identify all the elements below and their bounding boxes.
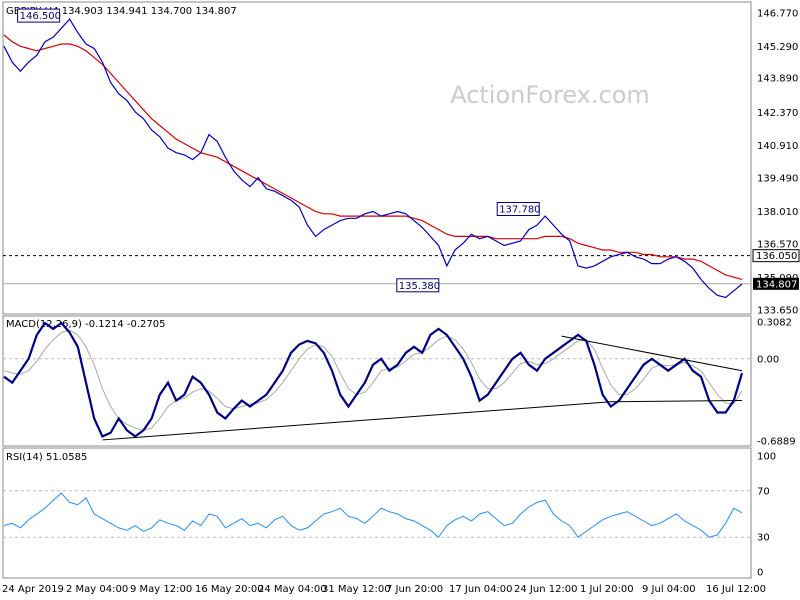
macd-line (3, 321, 744, 438)
macd-y-axis: 0.3082 0.00 -0.6889 (757, 318, 796, 448)
swing-low-annotation: 135.380 (396, 278, 440, 293)
price-title: GBPJPY,H4 134.903 134.941 134.700 134.80… (6, 6, 237, 17)
annotation-text: 137.780 (499, 205, 540, 216)
price-tick-label: 133.650 (757, 306, 798, 317)
x-tick-label: 1 Jul 20:00 (580, 584, 634, 595)
price-panel (2, 1, 752, 315)
annotation-text: 135.380 (399, 281, 440, 292)
current-price-badge-text: 134.807 (756, 279, 797, 290)
macd-support-trendline (610, 400, 743, 403)
rsi-tick-label: 30 (757, 533, 770, 544)
price-tick-label: 142.370 (757, 108, 798, 119)
annotation-box (496, 202, 540, 216)
x-tick-label: 17 Jun 04:00 (449, 584, 513, 595)
price-tick-label: 145.290 (757, 42, 798, 53)
price-line (3, 18, 743, 299)
level-badge: 136.050 (752, 249, 800, 263)
price-tick-label: 143.890 (757, 74, 798, 85)
rsi-line (3, 492, 743, 538)
macd-signal-line (3, 329, 743, 431)
macd-title: MACD(12,26,9) -0.1214 -0.2705 (6, 319, 166, 330)
x-tick-label: 24 May 04:00 (258, 584, 327, 595)
x-tick-label: 24 Jun 12:00 (514, 584, 578, 595)
rsi-tick-label: 0 (757, 568, 763, 579)
rsi-tick-label: 100 (757, 452, 776, 463)
macd-panel (2, 315, 752, 447)
moving-average-line (3, 34, 743, 280)
swing-high-annotation: 137.780 (496, 202, 541, 216)
x-tick-label: 16 Jul 12:00 (706, 584, 766, 595)
price-tick-label: 139.490 (757, 173, 798, 184)
x-tick-label: 16 May 20:00 (195, 584, 264, 595)
annotation-box (17, 8, 61, 23)
watermark: ActionForex.com (450, 81, 650, 109)
price-tick-label: 138.010 (757, 207, 798, 218)
annotation-box (396, 278, 440, 293)
level-badge-box (752, 249, 800, 263)
price-tick-label: 136.570 (757, 239, 798, 250)
macd-tick-label: 0.00 (757, 354, 779, 365)
rsi-title: RSI(14) 51.0585 (6, 452, 87, 463)
high-annotation: 146.500 (17, 8, 61, 23)
time-x-axis: 24 Apr 2019 2 May 04:00 9 May 12:00 16 M… (2, 584, 766, 595)
x-tick-label: 9 Jul 04:00 (642, 584, 696, 595)
x-tick-label: 31 May 12:00 (322, 584, 391, 595)
rsi-y-axis: 100 70 30 0 (757, 452, 776, 579)
rsi-tick-label: 70 (757, 486, 770, 497)
x-tick-label: 24 Apr 2019 (2, 584, 64, 595)
x-tick-label: 7 Jun 20:00 (386, 584, 443, 595)
macd-tick-label: 0.3082 (757, 318, 792, 329)
current-price-badge-box (753, 277, 799, 290)
x-tick-label: 9 May 12:00 (130, 584, 192, 595)
price-tick-label: 146.770 (757, 9, 798, 20)
macd-lower-trendline (102, 401, 611, 441)
current-price-badge: 134.807 (753, 277, 799, 290)
macd-tick-label: -0.6889 (757, 437, 796, 448)
price-tick-label: 140.910 (757, 141, 798, 152)
macd-resistance-trendline (561, 335, 743, 372)
level-badge-text: 136.050 (756, 251, 797, 262)
annotation-text: 146.500 (20, 11, 61, 22)
x-tick-label: 2 May 04:00 (66, 584, 128, 595)
rsi-panel (2, 447, 752, 579)
